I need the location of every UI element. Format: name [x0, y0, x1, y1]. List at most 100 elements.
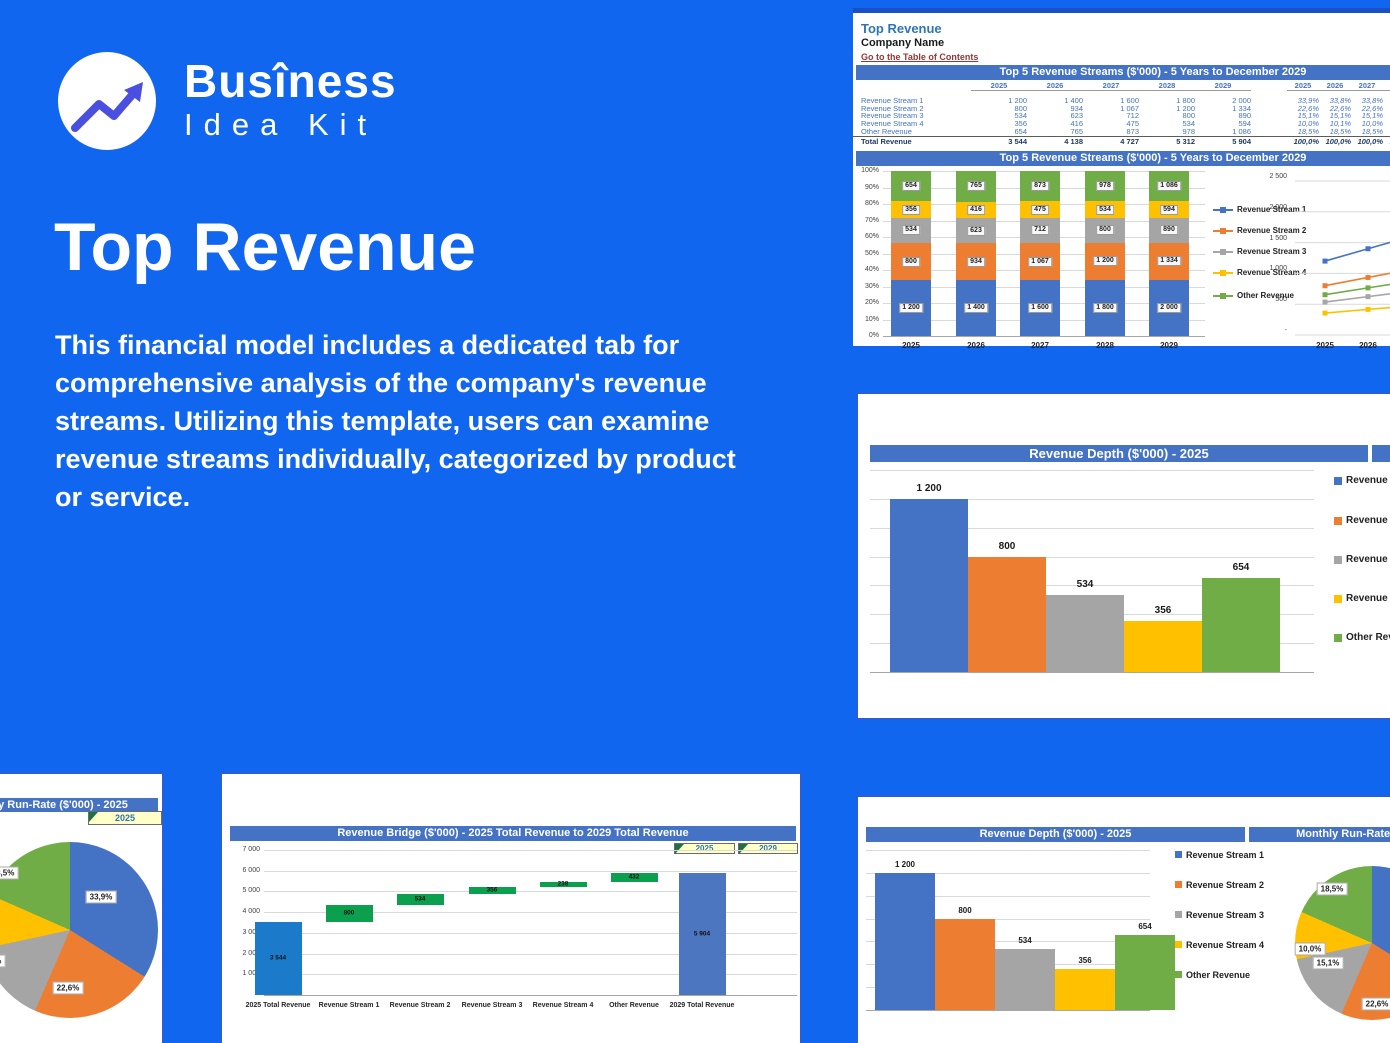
pie-labels-layer: 33,9%22,6%15,1%10,0%18,5% [858, 797, 1390, 1043]
legend-label: Other Revenue [1346, 632, 1390, 643]
chart-title-bar-fragment [1372, 445, 1390, 462]
legend-item: Revenue Stream 3 [1175, 910, 1264, 920]
legend-marker [1175, 971, 1182, 978]
bar [1055, 969, 1115, 1010]
cell-value: 1 200 [1008, 96, 1027, 105]
x-axis-label: Revenue Stream 2 [389, 1002, 451, 1009]
legend-marker-dot [1220, 292, 1226, 299]
legend-item: Revenue Stream 2 [1175, 880, 1264, 890]
table-row: Revenue Stream 1 1 200 1 400 1 600 1 800 2 00… [853, 97, 1390, 105]
gridline [870, 585, 1314, 587]
legend-marker [1175, 911, 1182, 918]
to-year-selector-dropdown[interactable]: 2029 [738, 843, 798, 854]
legend-label: Revenue Stream 4 [1186, 939, 1265, 950]
table-row: Revenue Stream 2 800 934 1 067 1 200 1 334 22,… [853, 103, 1390, 113]
data-label: 534 [414, 895, 426, 903]
legend-marker [1334, 476, 1342, 485]
legend-label: Revenue Stream 3 [1186, 909, 1265, 920]
table-title-bar: Top 5 Revenue Streams ($'000) - 5 Years … [856, 65, 1390, 80]
cell-value: 800 [1182, 111, 1195, 121]
x-axis-label: 2029 [1160, 341, 1178, 350]
y-axis-tick: 0% [868, 332, 879, 339]
total-value: 5 904 [1232, 137, 1251, 147]
pie-data-label: 10,0% [1294, 942, 1326, 956]
legend-marker-dot [1220, 248, 1226, 255]
y-axis-tick: - [1284, 327, 1287, 334]
data-point-marker [1322, 258, 1328, 264]
line-series [1324, 272, 1390, 287]
data-label: 654 [1232, 561, 1250, 573]
legend-label: Revenue Stream 3 [1346, 554, 1390, 565]
brand: Busîness Idea Kit [58, 52, 397, 150]
chart-title-bar: Monthly Run-Rate ($'000) - 2025 [0, 798, 158, 812]
legend-marker [1213, 206, 1233, 213]
x-axis-line [866, 1010, 1150, 1011]
y-axis-tick: 50% [864, 249, 879, 257]
table-year-header-row: 202520262027202820292025202620272028 [853, 81, 1390, 91]
line-chart [1295, 180, 1390, 336]
gridline [870, 498, 1314, 500]
legend-label: Revenue Stream 4 [1346, 593, 1390, 604]
pie-data-label: 18,5% [0, 866, 19, 880]
row-label: Revenue Stream 1 [861, 96, 924, 105]
chart-title-bar: Top 5 Revenue Streams ($'000) - 5 Years … [856, 151, 1390, 166]
legend-item: Revenue Stream 2 [1334, 515, 1390, 526]
depth-and-run-rate-panel: Revenue Depth ($'000) - 2025 Monthly Run… [856, 795, 1390, 1043]
brand-name-line2: Idea Kit [184, 107, 378, 142]
row-label: Other Revenue [861, 126, 912, 136]
legend-marker [1175, 881, 1182, 888]
cell-pct: 33,8% [1329, 96, 1351, 105]
legend-item: Revenue Stream 1 [1334, 475, 1390, 486]
data-label: 534 [1096, 204, 1114, 215]
legend-marker [1213, 248, 1233, 255]
data-label: 594 [1160, 204, 1178, 215]
y-axis-tick: 80% [864, 200, 879, 207]
data-point-marker [1322, 292, 1328, 298]
legend-marker-dot [1220, 227, 1226, 234]
data-label: 800 [902, 256, 920, 267]
legend-item: Revenue Stream 3 [1213, 247, 1306, 256]
from-year-selector-dropdown[interactable]: 2025 [674, 843, 735, 854]
data-label: 2 000 [1157, 303, 1181, 314]
cell-pct: 18,5% [1297, 126, 1319, 136]
brand-name: Busîness Idea Kit [184, 57, 397, 145]
y-axis-tick: 90% [864, 183, 879, 191]
cell-value: 934 [1070, 103, 1083, 113]
cell-value: 765 [1070, 126, 1083, 136]
from-year-value: 2025 [695, 844, 714, 853]
pct-year-header: 2027 [1351, 81, 1383, 91]
data-point-marker [1322, 299, 1328, 305]
table-of-contents-link[interactable]: Go to the Table of Contents [861, 52, 979, 62]
data-point-marker [1365, 294, 1371, 300]
x-axis-label: 2029 Total Revenue [669, 1002, 735, 1009]
gridline [264, 932, 797, 934]
x-axis-label: 2025 [1316, 341, 1334, 350]
y-axis-tick: 6 000 [242, 866, 260, 874]
total-value: 3 544 [1008, 137, 1027, 147]
cell-pct: 22,6% [1297, 103, 1319, 113]
data-label: 800 [1096, 225, 1114, 236]
data-label: 1 200 [1093, 256, 1117, 267]
data-label: 1 200 [916, 482, 942, 494]
y-axis-tick: 20% [864, 299, 879, 306]
total-value: 5 312 [1176, 137, 1195, 147]
cell-value: 1 600 [1120, 96, 1139, 105]
year-selector-value: 2025 [114, 813, 136, 823]
gridline [264, 912, 797, 914]
x-axis-label: Revenue Stream 1 [318, 1002, 380, 1009]
cell-value: 890 [1238, 111, 1251, 121]
cell-pct: 15,1% [1361, 111, 1383, 121]
legend-marker [1175, 941, 1182, 948]
pct-year-header: 2028 [1383, 81, 1390, 91]
year-header: 2028 [1139, 81, 1195, 91]
x-axis-line [870, 672, 1314, 673]
cell-value: 594 [1238, 119, 1251, 129]
legend-label: Other Revenue [1186, 969, 1251, 980]
y-axis-tick: 100% [861, 167, 879, 174]
year-selector-dropdown[interactable]: 2025 [88, 811, 162, 825]
data-label: 534 [902, 225, 920, 236]
x-axis-line [264, 995, 797, 996]
legend-item: Other Revenue [1213, 291, 1294, 300]
data-label: 356 [1154, 604, 1172, 616]
